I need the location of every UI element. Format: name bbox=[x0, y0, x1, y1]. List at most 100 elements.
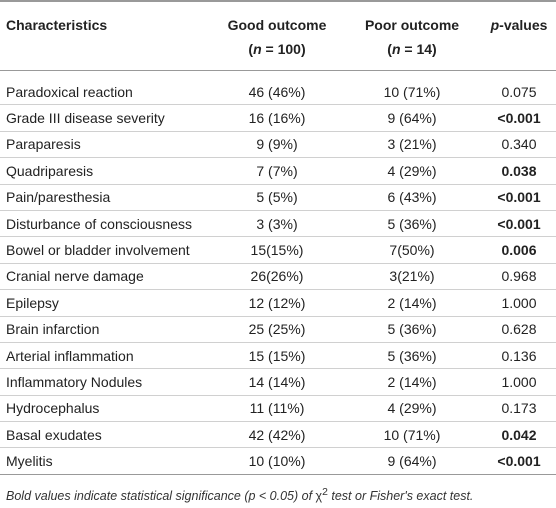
cell-text: 7(50%) bbox=[389, 242, 435, 259]
table-cell: 2 (14%) bbox=[342, 368, 482, 396]
cell-text: <0.001 bbox=[497, 453, 541, 470]
table-cell: 11 (11%) bbox=[212, 395, 342, 423]
table-cell: 6 (43%) bbox=[342, 184, 482, 211]
cell-text: Basal exudates bbox=[6, 426, 102, 443]
table-cell: 3(21%) bbox=[342, 263, 482, 291]
table-cell: 10 (71%) bbox=[342, 421, 482, 449]
table-row: Grade III disease severity 16 (16%) 9 (64%… bbox=[0, 104, 556, 132]
table-cell: 9 (64%) bbox=[342, 447, 482, 475]
table-row: Pain/paresthesia 5 (5%) 6 (43%) <0.001 bbox=[0, 184, 556, 211]
table-cell: 2 (14%) bbox=[342, 289, 482, 317]
table-cell: 1.000 bbox=[482, 368, 556, 396]
cell-text: 14 (14%) bbox=[248, 373, 306, 390]
table-row: Basal exudates 42 (42%) 10 (71%) 0.042 bbox=[0, 421, 556, 449]
table-cell: Paradoxical reaction bbox=[0, 70, 212, 106]
header-text: Poor outcome bbox=[364, 17, 460, 33]
cell-text: <0.001 bbox=[497, 215, 541, 232]
table-cell: 0.968 bbox=[482, 263, 556, 291]
header-text: = 100) bbox=[261, 41, 306, 57]
table-cell: 0.042 bbox=[482, 421, 556, 449]
cell-text: Grade III disease severity bbox=[6, 110, 165, 127]
cell-text: 9 (64%) bbox=[387, 453, 437, 470]
table-cell: Epilepsy bbox=[0, 289, 212, 317]
footnote-text: p bbox=[248, 489, 256, 504]
table-cell: 0.173 bbox=[482, 395, 556, 423]
table-cell: <0.001 bbox=[482, 447, 556, 475]
footnote-text: Bold values indicate statistical signifi… bbox=[6, 489, 249, 504]
footnote-text: test or Fisher's exact test. bbox=[327, 489, 474, 504]
table-cell: 26(26%) bbox=[212, 263, 342, 291]
cell-text: Hydrocephalus bbox=[6, 400, 100, 417]
cell-text: 12 (12%) bbox=[248, 294, 306, 311]
table: Characteristics Good outcome (n = 100) Po… bbox=[0, 1, 556, 475]
cell-text: 9 (64%) bbox=[387, 110, 437, 127]
cell-text: 5 (36%) bbox=[387, 321, 437, 338]
cell-text: 3 (21%) bbox=[387, 136, 437, 153]
table-head: Characteristics Good outcome (n = 100) Po… bbox=[0, 1, 556, 71]
header-text: = 14) bbox=[400, 41, 437, 57]
cell-text: 42 (42%) bbox=[248, 426, 306, 443]
table-row: Arterial inflammation 15 (15%) 5 (36%) 0.13… bbox=[0, 342, 556, 370]
table-cell: 0.136 bbox=[482, 342, 556, 370]
cell-text: 6 (43%) bbox=[387, 189, 437, 206]
cell-text: Paraparesis bbox=[6, 136, 81, 153]
cell-text: 0.628 bbox=[501, 321, 537, 338]
table-cell: 3 (21%) bbox=[342, 131, 482, 159]
table-row: Disturbance of consciousness 3 (3%) 5 (36%… bbox=[0, 210, 556, 238]
cell-text: 3 (3%) bbox=[256, 215, 298, 232]
table-cell: 42 (42%) bbox=[212, 421, 342, 449]
cell-text: 0.136 bbox=[501, 347, 537, 364]
cell-text: 0.038 bbox=[501, 162, 537, 179]
header-text: p bbox=[490, 17, 500, 33]
cell-text: 2 (14%) bbox=[387, 294, 437, 311]
table-row: Paradoxical reaction 46 (46%) 10 (71%) 0.07… bbox=[0, 70, 556, 106]
table-row: Hydrocephalus 11 (11%) 4 (29%) 0.173 bbox=[0, 395, 556, 423]
table-row: Myelitis 10 (10%) 9 (64%) <0.001 bbox=[0, 447, 556, 475]
cell-text: Brain infarction bbox=[6, 321, 100, 338]
table-cell: 5 (5%) bbox=[212, 184, 342, 211]
cell-text: Bowel or bladder involvement bbox=[6, 242, 190, 259]
cell-text: 5 (5%) bbox=[256, 189, 298, 206]
cell-text: 2 (14%) bbox=[387, 373, 437, 390]
cell-text: 3(21%) bbox=[389, 268, 435, 285]
cell-text: 11 (11%) bbox=[249, 400, 305, 417]
cell-text: 0.006 bbox=[501, 242, 537, 259]
cell-text: 16 (16%) bbox=[248, 110, 306, 127]
cell-text: 1.000 bbox=[501, 294, 537, 311]
table-cell: 9 (9%) bbox=[212, 131, 342, 159]
header-cell: p-values bbox=[482, 1, 556, 71]
table-cell: Paraparesis bbox=[0, 131, 212, 159]
cell-text: Pain/paresthesia bbox=[6, 189, 111, 206]
table-cell: Arterial inflammation bbox=[0, 342, 212, 370]
cell-text: 7 (7%) bbox=[256, 162, 298, 179]
table-cell: 0.075 bbox=[482, 70, 556, 106]
table-cell: Disturbance of consciousness bbox=[0, 210, 212, 238]
table-cell: 7 (7%) bbox=[212, 157, 342, 185]
cell-text: 5 (36%) bbox=[387, 347, 437, 364]
cell-text: Myelitis bbox=[6, 453, 53, 470]
footnote-text: χ bbox=[315, 489, 323, 504]
table-cell: Pain/paresthesia bbox=[0, 184, 212, 211]
table-cell: 9 (64%) bbox=[342, 104, 482, 132]
table-cell: 25 (25%) bbox=[212, 316, 342, 343]
table-cell: 7(50%) bbox=[342, 236, 482, 264]
cell-text: 10 (71%) bbox=[383, 426, 441, 443]
table-cell: Bowel or bladder involvement bbox=[0, 236, 212, 264]
cell-text: Epilepsy bbox=[6, 294, 59, 311]
cell-text: 4 (29%) bbox=[387, 162, 437, 179]
table-row: Inflammatory Nodules 14 (14%) 2 (14%) 1.000 bbox=[0, 368, 556, 396]
cell-text: Paradoxical reaction bbox=[6, 83, 133, 100]
table-cell: Grade III disease severity bbox=[0, 104, 212, 132]
table-cell: 16 (16%) bbox=[212, 104, 342, 132]
header-cell: Good outcome (n = 100) bbox=[212, 1, 342, 71]
cell-text: 10 (71%) bbox=[383, 83, 441, 100]
table-cell: 4 (29%) bbox=[342, 157, 482, 185]
cell-text: 5 (36%) bbox=[387, 215, 437, 232]
header-text: ( bbox=[387, 41, 392, 57]
cell-text: 46 (46%) bbox=[248, 83, 306, 100]
cell-text: 26(26%) bbox=[250, 268, 304, 285]
footnote-text: 2 bbox=[322, 487, 328, 498]
table-cell: 14 (14%) bbox=[212, 368, 342, 396]
table-cell: 0.628 bbox=[482, 316, 556, 343]
table-cell: 1.000 bbox=[482, 289, 556, 317]
